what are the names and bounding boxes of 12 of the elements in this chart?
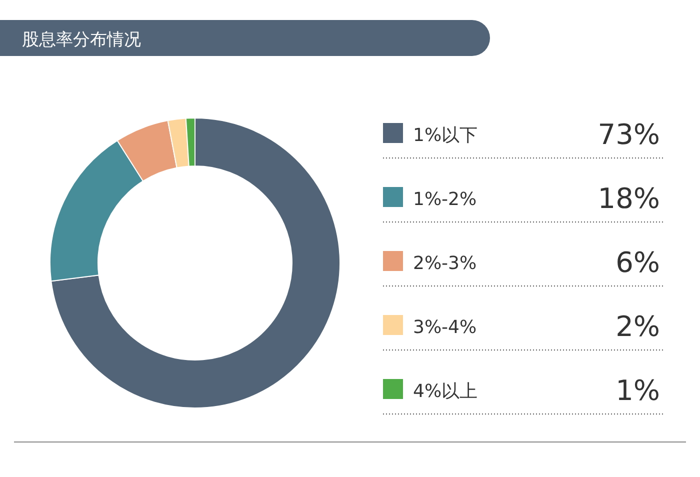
chart-title: 股息率分布情况 [22, 30, 141, 50]
data-label: 18% [598, 182, 660, 215]
data-label: 6% [616, 246, 660, 279]
data-label: 73% [598, 118, 660, 151]
legend-label: 3%-4% [413, 317, 477, 338]
data-label: 2% [616, 310, 660, 343]
legend-label: 1%-2% [413, 189, 477, 210]
legend-label: 1%以下 [413, 125, 478, 146]
data-label: 1% [616, 374, 660, 407]
donut-slice [50, 118, 340, 408]
legend-label: 2%-3% [413, 253, 477, 274]
legend-label: 4%以上 [413, 381, 478, 402]
